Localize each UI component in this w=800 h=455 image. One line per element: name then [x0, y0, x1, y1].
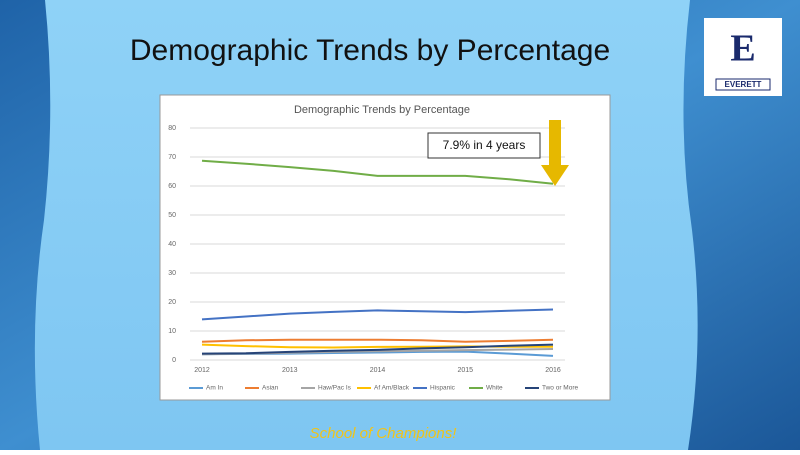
chart-title: Demographic Trends by Percentage: [294, 104, 470, 116]
y-tick-label: 10: [168, 328, 176, 335]
y-tick-label: 50: [168, 212, 176, 219]
x-tick-label: 2016: [545, 367, 561, 374]
legend-label: Haw/Pac Is: [318, 385, 352, 392]
x-tick-label: 2014: [370, 367, 386, 374]
y-tick-label: 20: [168, 299, 176, 306]
legend-label: Two or More: [542, 385, 579, 392]
slide-title: Demographic Trends by Percentage: [130, 34, 610, 67]
x-tick-label: 2013: [282, 367, 298, 374]
logo: E EVERETT: [704, 18, 782, 96]
series-line: [201, 338, 554, 343]
legend-label: Af Am/Black: [374, 385, 410, 392]
legend-label: White: [486, 385, 503, 392]
legend-label: Am In: [206, 385, 223, 392]
x-tick-label: 2012: [194, 367, 210, 374]
legend-label: Hispanic: [430, 385, 456, 392]
x-tick-label: 2015: [457, 367, 473, 374]
logo-text: EVERETT: [725, 80, 762, 89]
annotation-text: 7.9% in 4 years: [443, 138, 526, 152]
annotation-box: [427, 132, 541, 159]
y-tick-label: 40: [168, 241, 176, 248]
series-line: [201, 159, 554, 185]
y-tick-label: 0: [172, 357, 176, 364]
y-tick-label: 80: [168, 125, 176, 132]
slide-footer: School of Champions!: [310, 425, 458, 442]
y-tick-label: 60: [168, 183, 176, 190]
series-line: [201, 343, 554, 355]
annotation-arrow: [541, 120, 569, 186]
logo-letter: E: [730, 28, 755, 70]
y-tick-label: 30: [168, 270, 176, 277]
legend-label: Asian: [262, 385, 279, 392]
y-tick-label: 70: [168, 154, 176, 161]
logo-banner: [715, 78, 771, 91]
series-line: [201, 308, 554, 321]
